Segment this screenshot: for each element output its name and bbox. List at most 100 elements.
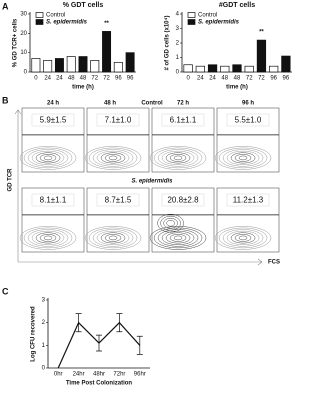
contour	[149, 146, 207, 170]
y-tick-label: 0	[24, 70, 28, 76]
contour	[23, 227, 73, 249]
x-tick-label: 96hr	[134, 372, 146, 378]
bar	[269, 65, 279, 73]
x-tick-label: 96	[270, 76, 277, 82]
contour	[92, 149, 134, 167]
contour	[39, 234, 57, 242]
y-axis-label: # of GD cells (x10⁴)	[165, 16, 171, 71]
legend-label: Control	[198, 13, 217, 19]
x-tick-label: 48	[234, 76, 241, 82]
value-box	[96, 113, 140, 127]
column-label: 72 h	[177, 101, 189, 107]
contour	[234, 234, 252, 242]
contour	[157, 213, 184, 233]
contour	[31, 150, 65, 165]
line	[57, 321, 141, 369]
contour	[214, 146, 272, 170]
y-tick-label: 1	[176, 55, 180, 61]
bar	[31, 58, 41, 73]
chart-title: #GDT cells	[219, 2, 255, 9]
legend-swatch	[187, 19, 196, 25]
contour	[230, 152, 256, 164]
contour	[214, 226, 272, 250]
x-tick-label: 48	[221, 76, 228, 82]
contour	[153, 147, 203, 169]
value-box	[31, 193, 75, 207]
bar	[281, 55, 291, 73]
contour	[161, 150, 195, 165]
annotation: **	[104, 21, 109, 27]
y-tick-label: 1	[42, 343, 46, 349]
contour	[108, 155, 118, 161]
value-box	[31, 113, 75, 127]
flow-value: 5.5±1.0	[235, 116, 262, 125]
y-tick-label: 20	[20, 31, 27, 37]
x-tick-label: 48hr	[93, 372, 105, 378]
contour	[108, 235, 118, 241]
x-tick-label: 72hr	[113, 372, 125, 378]
x-tick-label: 96	[283, 76, 290, 82]
flow-value: 11.2±1.3	[233, 196, 264, 205]
contour	[104, 154, 122, 162]
contour	[222, 149, 264, 167]
contour	[163, 217, 178, 229]
x-tick-label: 96	[127, 76, 134, 82]
x-tick-label: 0	[186, 76, 190, 82]
value-box	[161, 193, 205, 207]
x-tick-label: 72	[103, 76, 110, 82]
contour	[160, 215, 181, 231]
legend-swatch	[187, 12, 196, 18]
bar	[232, 64, 242, 73]
y-tick-label: 2	[176, 41, 180, 47]
contour	[100, 232, 126, 244]
column-label: 48 h	[104, 101, 116, 107]
value-box	[96, 193, 140, 207]
legend-label: Control	[46, 13, 65, 19]
y-tick-label: 30	[20, 12, 27, 18]
contour	[173, 155, 183, 161]
y-axis-label: Log CFU recovered	[31, 306, 37, 362]
contour	[157, 229, 199, 247]
contour	[96, 230, 130, 245]
x-tick-label: 48	[80, 76, 87, 82]
y-tick-label: 3	[42, 298, 46, 304]
contour	[88, 227, 138, 249]
y-tick-label: 3	[176, 26, 180, 32]
bar	[207, 64, 218, 73]
y-axis-label: GD TCR	[8, 168, 14, 192]
contour	[27, 149, 69, 167]
x-tick-label: 72	[91, 76, 98, 82]
contour	[149, 226, 207, 250]
contour	[35, 232, 61, 244]
value-box	[161, 113, 205, 127]
x-tick-label: 72	[246, 76, 253, 82]
flow-value: 6.1±1.1	[170, 116, 197, 125]
y-axis-label: % GD TCR+ cells	[13, 18, 19, 67]
contour	[84, 226, 142, 250]
bar	[54, 58, 64, 73]
legend-label: S. epidermidis	[198, 20, 240, 26]
contour	[19, 146, 77, 170]
legend-swatch	[35, 12, 44, 18]
annotation: **	[259, 30, 264, 36]
bar	[125, 52, 135, 73]
x-tick-label: 24	[197, 76, 204, 82]
contour	[104, 234, 122, 242]
contour	[92, 229, 134, 247]
contour	[161, 230, 195, 245]
x-axis-label: Time Post Colonization	[66, 381, 133, 387]
contour	[226, 150, 260, 165]
panel-label: B	[2, 95, 9, 105]
x-axis-label: FCS	[268, 260, 280, 266]
chart-title: % GDT cells	[63, 2, 104, 9]
contour	[100, 152, 126, 164]
contour	[222, 229, 264, 247]
x-tick-label: 24	[56, 76, 63, 82]
bar	[195, 65, 205, 73]
contour	[96, 150, 130, 165]
panel-label: A	[2, 1, 9, 11]
bar	[220, 65, 230, 73]
bar	[43, 60, 53, 73]
row-label: S. epidermidis	[131, 179, 173, 185]
